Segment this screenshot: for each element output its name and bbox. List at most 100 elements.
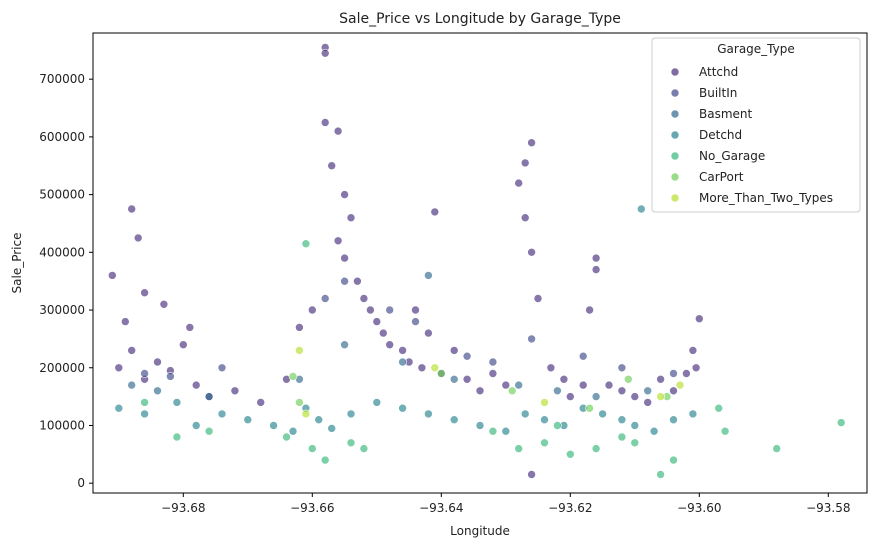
point-builtin-0	[140, 369, 149, 378]
legend-box	[651, 37, 861, 213]
point-carport-0	[288, 372, 298, 381]
point-attchd-34	[385, 340, 395, 350]
point-detchd-27	[669, 415, 678, 425]
point-attchd-11	[159, 299, 169, 309]
point-builtin-12	[669, 369, 678, 378]
point-attchd-54	[559, 374, 569, 384]
legend-label-attchd: Attchd	[699, 65, 738, 79]
point-attchd-5	[179, 340, 188, 350]
point-builtin-5	[385, 305, 395, 315]
point-attchd-50	[520, 213, 530, 222]
legend-marker-builtin	[670, 88, 680, 98]
point-attchd-24	[327, 161, 337, 170]
point-attchd-49	[527, 138, 536, 147]
point-detchd-13	[398, 403, 407, 413]
point-detchd-6	[269, 421, 278, 430]
point-attchd-6	[191, 380, 201, 390]
point-attchd-9	[108, 271, 117, 280]
point-attchd-55	[565, 392, 575, 401]
legend-marker-basment	[670, 109, 680, 119]
x-tick-label: −93.58	[806, 501, 850, 515]
point-builtin-8	[488, 357, 498, 367]
legend-marker-carport	[670, 172, 680, 182]
point-more-than-two-types-5	[675, 380, 685, 390]
point-carport-4	[585, 403, 594, 413]
chart-title: Sale_Price vs Longitude by Garage_Type	[339, 11, 621, 27]
point-no-garage-0	[140, 398, 149, 407]
point-attchd-63	[643, 398, 653, 407]
point-carport-2	[436, 369, 446, 378]
point-detchd-14	[424, 409, 433, 419]
point-attchd-70	[527, 470, 536, 479]
point-no-garage-14	[591, 444, 601, 453]
legend-marker-more-than-two-types	[670, 193, 680, 203]
point-detchd-19	[540, 415, 549, 425]
point-detchd-26	[649, 426, 659, 436]
point-no-garage-21	[772, 444, 782, 453]
point-more-than-two-types-3	[540, 398, 549, 407]
point-basment-11	[643, 386, 653, 396]
point-attchd-37	[411, 305, 420, 315]
point-no-garage-20	[720, 426, 730, 436]
point-no-garage-17	[656, 470, 665, 479]
point-attchd-19	[307, 305, 317, 315]
point-attchd-68	[688, 346, 698, 355]
point-builtin-2	[217, 363, 227, 373]
point-attchd-41	[430, 207, 440, 217]
point-attchd-31	[366, 305, 375, 315]
point-attchd-69	[691, 363, 701, 373]
point-attchd-65	[669, 386, 678, 396]
point-basment-10	[591, 392, 601, 401]
legend-marker-attchd	[670, 67, 680, 77]
legend: Garage_Type Attchd BuiltIn Basment Detchd No…	[651, 37, 861, 213]
point-attchd-28	[340, 253, 349, 263]
point-attchd-44	[475, 386, 485, 396]
point-attchd-67	[694, 314, 704, 324]
point-basment-9	[553, 386, 562, 396]
point-more-than-two-types-2	[430, 363, 440, 373]
point-basment-8	[514, 380, 524, 390]
x-tick-label: −93.66	[290, 501, 334, 515]
point-carport-3	[507, 386, 517, 396]
legend-items: Attchd BuiltIn Basment Detchd No_Garage CarPo…	[670, 65, 833, 205]
y-tick-label: 100000	[39, 418, 85, 432]
point-no-garage-1	[172, 432, 182, 442]
point-attchd-59	[585, 305, 594, 315]
point-more-than-two-types-0	[295, 346, 304, 355]
point-no-garage-16	[630, 438, 640, 448]
point-attchd-66	[682, 369, 691, 378]
point-attchd-46	[501, 380, 511, 390]
point-basment-0	[127, 380, 136, 390]
legend-title: Garage_Type	[717, 42, 795, 56]
point-attchd-13	[185, 323, 195, 332]
point-detchd-3	[191, 421, 201, 430]
point-detchd-28	[688, 409, 698, 419]
point-attchd-62	[630, 392, 640, 401]
point-carport-5	[623, 374, 633, 384]
y-tick-label: 500000	[39, 188, 85, 202]
point-attchd-15	[230, 386, 240, 396]
point-basment-2	[204, 392, 214, 401]
point-attchd-56	[578, 380, 588, 390]
point-no-garage-10	[514, 444, 524, 453]
point-attchd-21	[320, 48, 330, 58]
point-builtin-7	[462, 351, 472, 361]
legend-marker-no-garage	[670, 151, 680, 161]
x-axis: −93.68 −93.66 −93.64 −93.62 −93.60 −93.58	[161, 493, 851, 515]
legend-label-no-garage: No_Garage	[699, 149, 765, 163]
point-builtin-9	[527, 334, 536, 344]
point-attchd-47	[514, 178, 524, 188]
point-attchd-18	[295, 323, 304, 332]
legend-marker-detchd	[670, 130, 680, 140]
point-detchd-10	[327, 424, 337, 433]
y-tick-label: 600000	[39, 130, 85, 144]
point-attchd-64	[656, 374, 665, 384]
y-tick-label: 400000	[39, 245, 85, 259]
legend-label-builtin: BuiltIn	[699, 86, 737, 100]
point-no-garage-13	[565, 449, 575, 459]
point-attchd-58	[591, 265, 601, 274]
x-axis-label: Longitude	[450, 524, 510, 538]
point-attchd-26	[346, 213, 356, 222]
point-no-garage-2	[204, 426, 214, 436]
plot-frame	[92, 32, 868, 494]
